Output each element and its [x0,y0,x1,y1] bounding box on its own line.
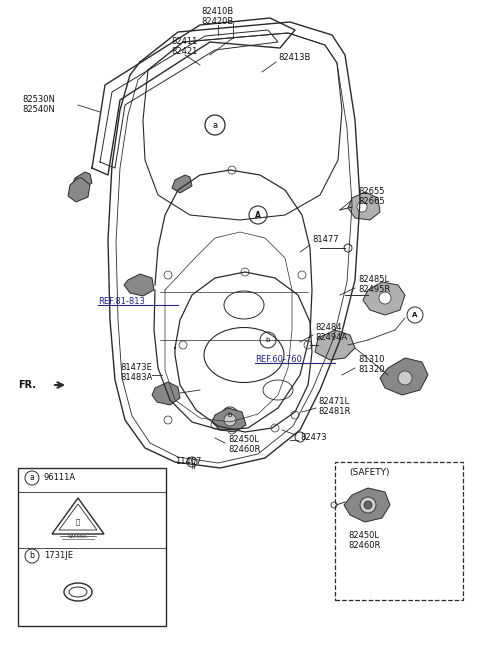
Polygon shape [315,330,355,360]
Polygon shape [72,172,92,190]
Text: 82413B: 82413B [278,53,311,62]
Text: 96111A: 96111A [44,474,76,482]
Text: b: b [30,551,35,560]
Text: A: A [255,210,261,219]
Polygon shape [363,282,405,315]
Text: 82485L: 82485L [358,275,389,284]
Text: REF.60-760: REF.60-760 [255,355,302,365]
Circle shape [398,371,412,385]
Text: REF.81-813: REF.81-813 [98,298,145,307]
Text: 81310: 81310 [358,355,384,365]
Text: 82410B: 82410B [202,7,234,16]
Text: 82655: 82655 [358,187,384,196]
Circle shape [357,202,367,212]
Text: A: A [412,312,418,318]
Text: 82420B: 82420B [202,18,234,26]
Text: 82494A: 82494A [315,334,347,342]
Text: 82530N: 82530N [22,95,55,104]
Text: 82411: 82411 [172,37,198,47]
Text: 82473: 82473 [300,434,326,443]
Text: a: a [30,474,35,482]
Text: 81477: 81477 [312,235,338,244]
Circle shape [224,414,236,426]
Text: 🚗: 🚗 [76,518,80,526]
Text: a: a [213,120,217,129]
Text: b: b [228,412,232,418]
Polygon shape [212,408,246,432]
Text: 82471L: 82471L [318,397,349,407]
Text: 81320: 81320 [358,365,384,374]
Text: 82460R: 82460R [348,541,380,549]
Text: WARNING: WARNING [68,535,88,539]
Text: FR.: FR. [18,380,36,390]
Text: 81483A: 81483A [120,373,152,382]
Text: 82450L: 82450L [228,436,259,445]
Text: b: b [266,337,270,343]
Text: 81473E: 81473E [120,363,152,373]
Polygon shape [68,178,90,202]
Text: 82421: 82421 [172,47,198,57]
Circle shape [360,497,376,513]
Bar [335,462,463,600]
Polygon shape [348,192,380,220]
Text: 82481R: 82481R [318,407,350,417]
Text: 82484: 82484 [315,323,341,332]
Polygon shape [124,274,154,296]
Polygon shape [152,382,180,405]
Circle shape [364,501,372,509]
Polygon shape [172,175,192,193]
Text: 82460R: 82460R [228,445,260,455]
Text: 82450L: 82450L [348,530,379,539]
Polygon shape [380,358,428,395]
Polygon shape [344,488,390,522]
Bar [18,468,166,626]
Text: 82665: 82665 [358,198,384,206]
Circle shape [379,292,391,304]
Text: 1731JE: 1731JE [44,551,73,560]
Text: 82495R: 82495R [358,286,390,294]
Text: (SAFETY): (SAFETY) [349,468,389,476]
Text: 11407: 11407 [175,457,202,466]
Text: 82540N: 82540N [22,106,55,114]
